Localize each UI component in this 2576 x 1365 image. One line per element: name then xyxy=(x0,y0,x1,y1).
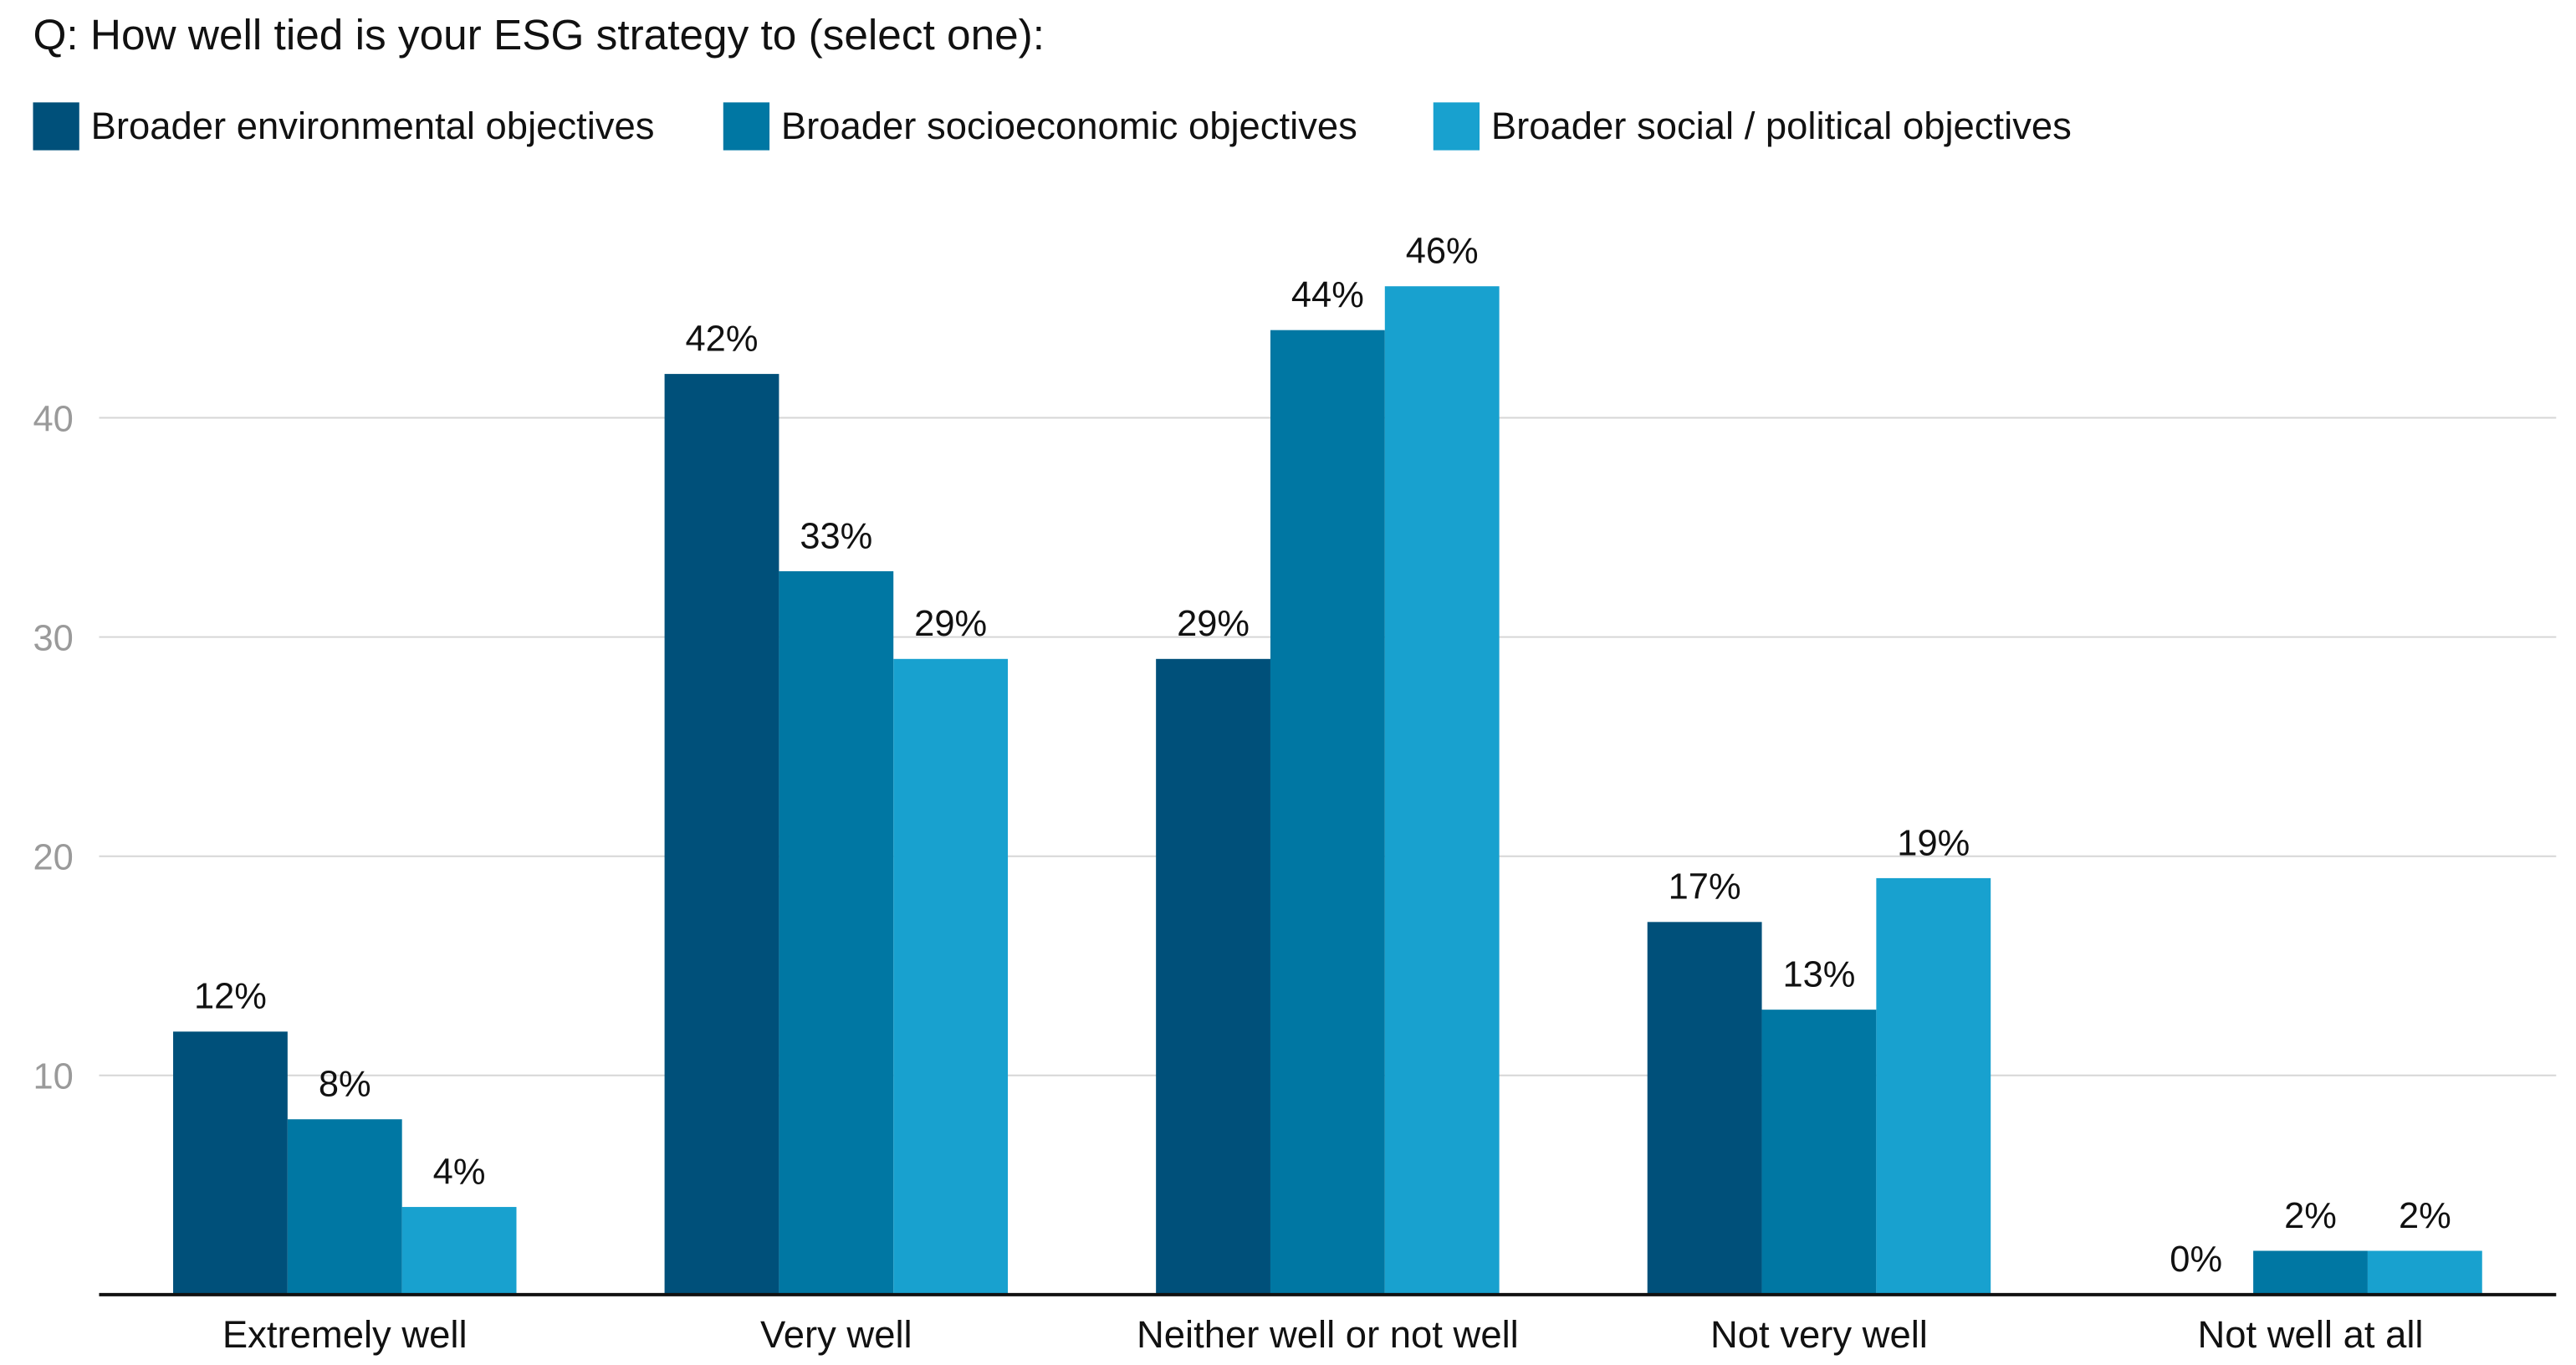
legend: Broader environmental objectives Broader … xyxy=(33,102,2072,151)
data-label: 19% xyxy=(1897,823,1970,863)
legend-swatch-3 xyxy=(1433,102,1480,151)
bar xyxy=(1876,877,1991,1295)
bar xyxy=(664,374,779,1295)
bar xyxy=(2253,1250,2368,1295)
x-tick-label: Not very well xyxy=(1710,1313,1928,1356)
bar xyxy=(1156,658,1270,1295)
data-label: 44% xyxy=(1291,275,1364,315)
bar xyxy=(401,1207,517,1295)
bar xyxy=(1384,286,1500,1295)
data-label: 12% xyxy=(194,977,267,1017)
bar xyxy=(287,1119,402,1295)
bar xyxy=(2367,1250,2482,1295)
data-label: 0% xyxy=(2170,1240,2222,1280)
y-tick-label: 30 xyxy=(33,618,73,658)
x-tick-label: Extremely well xyxy=(222,1313,468,1356)
bar xyxy=(779,570,894,1295)
data-label: 46% xyxy=(1406,232,1479,272)
x-tick-label: Very well xyxy=(760,1313,912,1356)
y-tick-label: 10 xyxy=(33,1057,73,1097)
data-label: 2% xyxy=(2284,1196,2337,1236)
bar xyxy=(1761,1010,1877,1295)
data-label: 29% xyxy=(914,604,987,644)
data-label: 4% xyxy=(433,1152,486,1192)
legend-swatch-2 xyxy=(723,102,770,151)
y-tick-label: 40 xyxy=(33,399,73,439)
x-tick-label: Not well at all xyxy=(2198,1313,2424,1356)
legend-label-3: Broader social / political objectives xyxy=(1491,105,2072,147)
x-tick-label: Neither well or not well xyxy=(1137,1313,1519,1356)
bar xyxy=(893,658,1009,1295)
data-label: 2% xyxy=(2399,1196,2451,1236)
bar xyxy=(173,1031,288,1295)
data-label: 8% xyxy=(319,1065,371,1105)
data-label: 17% xyxy=(1669,867,1741,907)
legend-label-2: Broader socioeconomic objectives xyxy=(781,105,1357,147)
bar xyxy=(1270,330,1385,1295)
chart-title: Q: How well tied is your ESG strategy to… xyxy=(33,11,1045,59)
x-axis-labels: Extremely well Very well Neither well or n… xyxy=(222,1313,2424,1356)
y-tick-label: 20 xyxy=(33,837,73,877)
data-label: 13% xyxy=(1782,955,1855,995)
data-label: 29% xyxy=(1177,604,1250,644)
legend-swatch-1 xyxy=(33,102,79,151)
bars: 12% 8% 4% 42% 33% 29% 29% 44% 46% 17% 13% 19% 0% 2% 2% xyxy=(173,232,2482,1295)
data-label: 33% xyxy=(800,516,872,556)
bar xyxy=(1647,922,1762,1295)
data-label: 42% xyxy=(686,319,759,359)
legend-label-1: Broader environmental objectives xyxy=(91,105,655,147)
